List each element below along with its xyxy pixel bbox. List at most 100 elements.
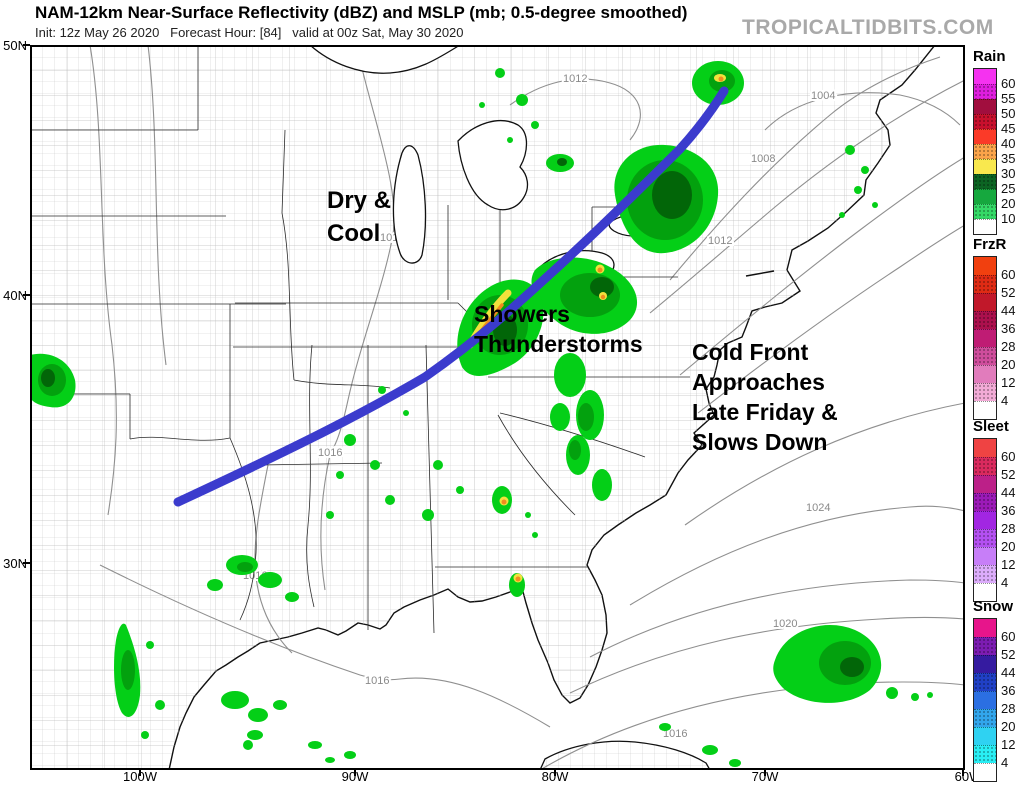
legend-segment [974,275,996,293]
legend-segment [974,311,996,329]
legend-segment [974,347,996,365]
legend-tick-label: 44 [1001,665,1016,680]
legend-tick-label: 60 [1001,449,1016,464]
legend-segment [974,637,996,655]
legend-tick-label: 28 [1001,339,1016,354]
legend-tick-label: 20 [1001,719,1016,734]
legend-tick-label: 20 [1001,196,1016,211]
legend-sleet: Sleet 60 52 44 36 28 20 12 4 [973,418,1023,602]
legend-segment [974,511,996,529]
legend-tick-label: 36 [1001,683,1016,698]
lon-tick [962,770,964,776]
legend-segment [974,439,996,457]
legend-segment [974,144,996,159]
lon-tick [554,770,556,776]
legend-segment [974,547,996,565]
lon-tick [354,770,356,776]
contour-label: 1020 [773,618,797,630]
legend-tick-label: 35 [1001,151,1016,166]
legend-tick-label: 60 [1001,629,1016,644]
legend-segment [974,401,996,419]
legend-segment [974,565,996,583]
legend-tick-label: 4 [1001,755,1009,770]
legend-segment [974,745,996,763]
legend-tick-label: 40 [1001,136,1016,151]
legend-snow: Snow 60 52 44 36 28 20 12 4 [973,598,1023,782]
legend-segment [974,529,996,547]
page-title: NAM-12km Near-Surface Reflectivity (dBZ)… [35,3,688,22]
legend-tick-label: 28 [1001,701,1016,716]
legend-tick-label: 20 [1001,539,1016,554]
cold-front-line [173,86,729,507]
legend-segment [974,493,996,511]
lat-tick [23,294,30,296]
legend-segment [974,583,996,601]
lat-tick [23,562,30,564]
annotation-dry-cool: Dry & Cool [327,184,391,250]
legend-segment [974,709,996,727]
weather-map: 1012 1004 1008 1012 1016 1016 1016 1024 … [30,45,965,770]
legend-segment [974,673,996,691]
map-border [30,45,965,770]
landmass-coastline [30,45,936,770]
legend-segment [974,365,996,383]
legend-tick-label: 20 [1001,357,1016,372]
legend-segment [974,383,996,401]
legend-title: Sleet [973,418,1009,435]
legend-segment [974,69,996,84]
legend-segment [974,457,996,475]
long-island [745,270,775,277]
legend-segment [974,619,996,637]
legend-tick-label: 4 [1001,575,1009,590]
legend-tick-label: 44 [1001,303,1016,318]
legend-tick-label: 50 [1001,106,1016,121]
contour-label: 1008 [751,153,775,165]
legend-segment [974,99,996,114]
lake-michigan [392,145,427,264]
legend-tick-label: 52 [1001,285,1016,300]
annotation-line: Cool [327,220,381,247]
legend-segment [974,727,996,745]
legend-tick-label: 36 [1001,321,1016,336]
legend-segment [974,189,996,204]
annotation-line: Cold Front [692,339,809,365]
lon-tick [139,770,141,776]
annotation-line: Thunderstorms [474,331,643,357]
annotation-line: Slows Down [692,429,828,455]
legend-segment [974,174,996,189]
legend-colorbar: 60 52 44 36 28 20 12 4 [973,438,1015,602]
legend-segment [974,655,996,673]
annotation-cold-front: Cold Front Approaches Late Friday & Slow… [692,337,838,457]
legend-title: Rain [973,48,1006,65]
lake-superior [309,45,462,74]
contour-label: 1024 [806,502,830,514]
contour-label: 1012 [708,235,732,247]
annotation-line: Showers [474,301,570,327]
legend-tick-label: 36 [1001,503,1016,518]
contour-label: 1016 [318,447,342,459]
annotation-showers-thunderstorms: Showers Thunderstorms [474,299,643,359]
legend-frzr: FrzR 60 52 44 36 28 20 12 4 [973,236,1023,420]
legend-segment [974,159,996,174]
legend-colorbar: 60 55 50 45 40 35 30 25 20 10 [973,68,1015,235]
legend-rain: Rain 60 55 50 45 40 35 30 25 20 10 [973,48,1023,235]
legend-tick-label: 45 [1001,121,1016,136]
legend-tick-label: 52 [1001,647,1016,662]
legend-tick-label: 28 [1001,521,1016,536]
model-init-info: Init: 12z May 26 2020 Forecast Hour: [84… [35,25,464,40]
legend-tick-label: 52 [1001,467,1016,482]
legend-tick-label: 30 [1001,166,1016,181]
legend-segment [974,329,996,347]
legend-tick-label: 12 [1001,557,1016,572]
mslp-contours [89,45,965,770]
legend-segment [974,219,996,234]
annotation-line: Approaches [692,369,825,395]
legend-segment [974,763,996,781]
legend-colorbar: 60 52 44 36 28 20 12 4 [973,618,1015,782]
lon-label-70w: 70W [751,769,779,784]
legend-tick-label: 44 [1001,485,1016,500]
legend-segment [974,114,996,129]
lon-label-100w: 100W [123,769,157,784]
annotation-line: Late Friday & [692,399,838,425]
